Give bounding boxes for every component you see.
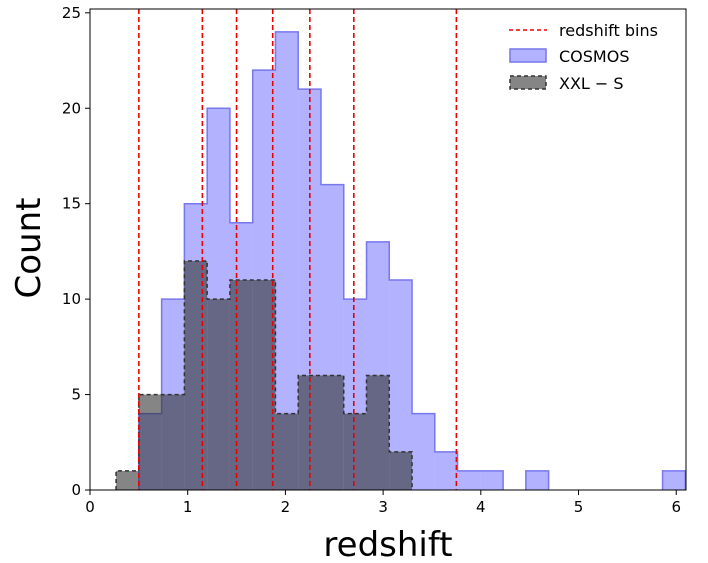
bar-cosmos-16 bbox=[525, 470, 549, 490]
legend-label-cosmos: COSMOS bbox=[559, 47, 629, 66]
y-tick-label-0: 0 bbox=[71, 481, 81, 499]
outline-xxl-s bbox=[115, 260, 413, 490]
y-axis-title: Count bbox=[9, 198, 49, 299]
x-tick-label-4: 4 bbox=[476, 498, 486, 516]
bar-xxl-s-3 bbox=[184, 260, 208, 490]
legend-swatch-xxl-s bbox=[509, 75, 547, 90]
y-tick-label-20: 20 bbox=[62, 99, 81, 117]
x-tick-label-0: 0 bbox=[85, 498, 95, 516]
bar-xxl-s-4 bbox=[207, 299, 230, 490]
x-tick-label-2: 2 bbox=[281, 498, 291, 516]
bar-cosmos-14 bbox=[457, 470, 481, 490]
bar-xxl-s-11 bbox=[366, 375, 390, 490]
plot-area bbox=[115, 9, 687, 491]
bar-xxl-s-9 bbox=[320, 375, 344, 490]
legend-label-redshift-bins: redshift bins bbox=[559, 21, 658, 40]
x-tick-label-3: 3 bbox=[378, 498, 388, 516]
legend: redshift bins COSMOS XXL − S bbox=[509, 21, 658, 93]
bar-xxl-s-5 bbox=[229, 280, 253, 490]
legend-swatch-cosmos bbox=[509, 48, 547, 63]
axes-frame bbox=[89, 8, 687, 491]
bar-xxl-s-12 bbox=[389, 451, 413, 490]
bar-cosmos-6 bbox=[275, 31, 299, 491]
bar-xxl-s-7 bbox=[275, 413, 299, 490]
bar-cosmos-15 bbox=[480, 470, 504, 490]
bar-xxl-s-0 bbox=[116, 470, 139, 490]
legend-label-xxl-s: XXL − S bbox=[559, 74, 624, 93]
bar-xxl-s-8 bbox=[298, 375, 321, 490]
axes: 0 1 2 3 4 5 6 0 5 10 15 20 25 bbox=[62, 4, 687, 516]
x-axis-title: redshift bbox=[323, 525, 452, 563]
x-tick-label-1: 1 bbox=[183, 498, 193, 516]
y-tick-label-10: 10 bbox=[62, 290, 81, 308]
bar-cosmos-13 bbox=[434, 451, 458, 490]
x-tick-label-6: 6 bbox=[671, 498, 681, 516]
bar-cosmos-11 bbox=[389, 280, 413, 490]
outline-cosmos bbox=[138, 31, 687, 490]
y-tick-label-5: 5 bbox=[71, 386, 81, 404]
bar-cosmos-12 bbox=[412, 413, 435, 490]
bar-xxl-s-10 bbox=[343, 413, 367, 490]
x-tick-label-5: 5 bbox=[574, 498, 584, 516]
y-tick-label-15: 15 bbox=[62, 195, 81, 213]
bar-xxl-s-1 bbox=[138, 394, 162, 490]
bar-cosmos-17 bbox=[662, 470, 686, 490]
y-tick-label-25: 25 bbox=[62, 4, 81, 22]
bar-xxl-s-2 bbox=[161, 394, 185, 490]
bar-xxl-s-6 bbox=[252, 280, 276, 490]
